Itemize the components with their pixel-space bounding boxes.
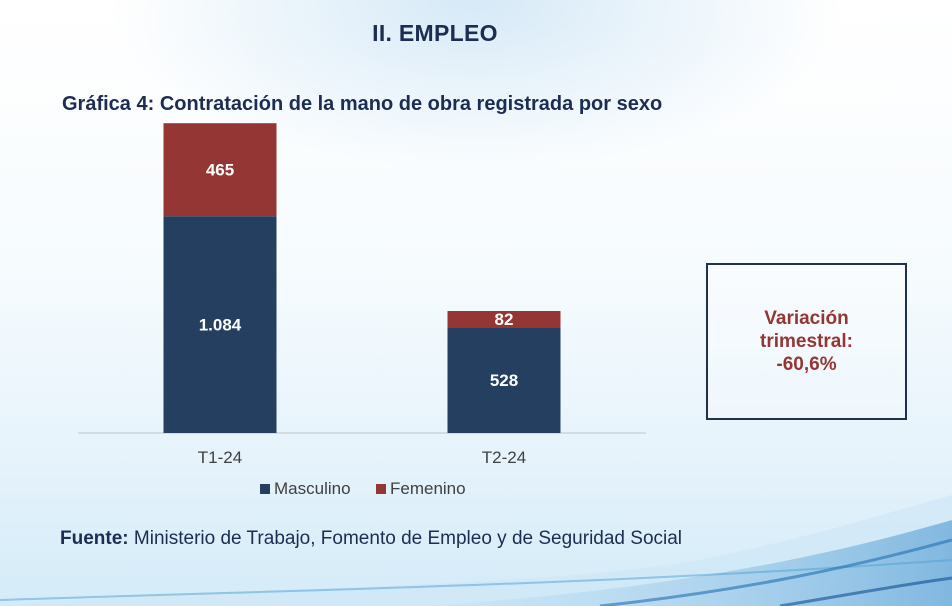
data-label-femenino-t2-24: 82 — [495, 310, 514, 329]
legend-swatch-masculino — [260, 484, 270, 494]
legend-swatch-femenino — [376, 484, 386, 494]
data-label-masculino-t1-24: 1.084 — [199, 316, 242, 335]
chart-title: Contratación de la mano de obra registra… — [159, 93, 663, 115]
variation-box: Variación trimestral: -60,6% — [706, 263, 907, 420]
bar-masculino-t2-24 — [447, 327, 561, 433]
source-note: Fuente: Ministerio de Trabajo, Fomento d… — [60, 528, 682, 550]
section-title: II. EMPLEO — [372, 20, 498, 46]
bars-group: 1.084 465 528 82 — [163, 123, 561, 433]
variation-value: -60,6% — [776, 354, 837, 375]
data-label-masculino-t2-24: 528 — [490, 371, 518, 390]
bar-femenino-t1-24 — [163, 123, 277, 217]
source-text: Ministerio de Trabajo, Fomento de Empleo… — [133, 528, 683, 549]
bar-femenino-t2-24 — [447, 311, 561, 328]
category-label-t1-24: T1-24 — [198, 448, 242, 467]
category-label-t2-24: T2-24 — [482, 448, 526, 467]
source-label: Fuente: — [60, 528, 129, 549]
legend-label-masculino: Masculino — [274, 479, 351, 498]
chart-label: Gráfica 4: — [62, 93, 155, 115]
legend-label-femenino: Femenino — [390, 479, 466, 498]
variation-line2: trimestral: — [760, 331, 853, 352]
variation-line1: Variación — [764, 308, 849, 329]
chart-heading: Gráfica 4: Contratación de la mano de ob… — [62, 93, 662, 116]
legend: Masculino Femenino — [260, 479, 466, 498]
bar-masculino-t1-24 — [163, 216, 277, 433]
data-label-femenino-t1-24: 465 — [206, 161, 234, 180]
category-labels: T1-24 T2-24 — [198, 448, 526, 467]
